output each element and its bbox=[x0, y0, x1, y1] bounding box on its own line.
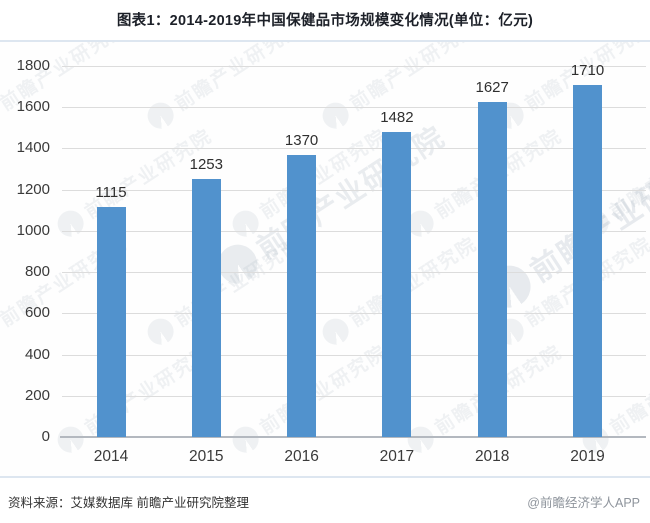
gridline bbox=[62, 148, 646, 150]
y-tick-label: 1600 bbox=[16, 98, 50, 116]
x-tick-label: 2017 bbox=[379, 448, 415, 465]
gridline bbox=[62, 107, 646, 109]
y-tick-label: 1400 bbox=[16, 139, 50, 157]
bar-value-label: 1253 bbox=[189, 155, 223, 173]
bar bbox=[477, 101, 507, 437]
x-tick-label: 2016 bbox=[284, 448, 319, 465]
x-tick-label: 2015 bbox=[189, 448, 224, 465]
y-tick-label: 1000 bbox=[16, 221, 50, 239]
bar-value-label: 1627 bbox=[475, 78, 509, 96]
x-axis-line bbox=[60, 436, 646, 438]
bar-value-label: 1115 bbox=[95, 184, 127, 202]
y-tick-label: 200 bbox=[24, 386, 50, 404]
chart-footer: 资料来源：艾媒数据库 前瞻产业研究院整理 @前瞻经济学人APP bbox=[0, 492, 650, 511]
bar bbox=[191, 178, 221, 437]
gridline bbox=[62, 66, 646, 67]
gridline bbox=[62, 395, 646, 397]
gridline bbox=[62, 230, 646, 232]
bar-value-label: 1710 bbox=[570, 61, 605, 79]
gridline bbox=[62, 189, 646, 191]
chart-title: 图表1：2014-2019年中国保健品市场规模变化情况(单位：亿元) bbox=[116, 13, 534, 29]
x-tick-label: 2014 bbox=[93, 448, 129, 465]
bar bbox=[96, 207, 126, 437]
y-tick-label: 400 bbox=[24, 345, 50, 363]
y-tick-label: 600 bbox=[24, 304, 50, 322]
bar-value-label: 1370 bbox=[284, 131, 319, 149]
y-tick-label: 800 bbox=[24, 263, 50, 281]
bar-value-label: 1482 bbox=[380, 108, 414, 126]
gridline bbox=[62, 313, 646, 315]
bar bbox=[382, 131, 412, 437]
bar bbox=[287, 154, 317, 437]
y-tick-label: 1800 bbox=[16, 57, 50, 74]
bar bbox=[573, 84, 602, 437]
credit-note: @前瞻经济学人APP bbox=[527, 496, 640, 510]
source-note: 资料来源：艾媒数据库 前瞻产业研究院整理 bbox=[8, 496, 249, 510]
gridline bbox=[62, 354, 646, 356]
x-tick-label: 2019 bbox=[570, 448, 605, 465]
gridline bbox=[62, 272, 646, 274]
y-tick-label: 1200 bbox=[16, 180, 50, 198]
x-tick-label: 2018 bbox=[474, 448, 510, 465]
y-tick-label: 0 bbox=[41, 428, 50, 445]
